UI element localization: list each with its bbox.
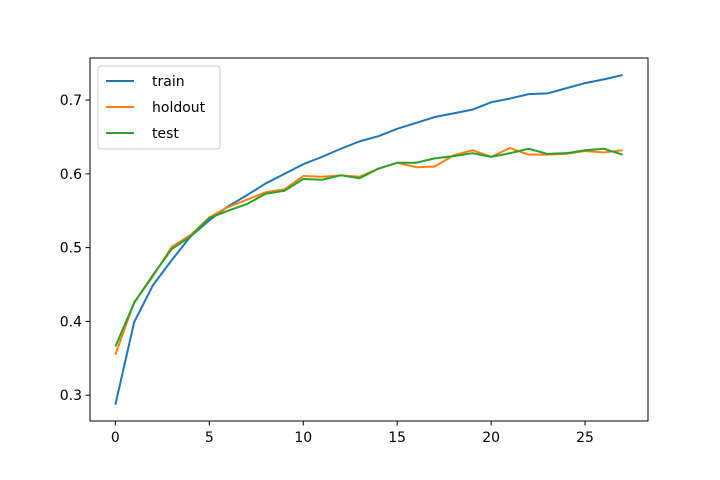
legend-label-train: train (152, 74, 185, 90)
legend-box (97, 65, 221, 150)
x-axis: 0 5 10 15 20 25 (111, 421, 594, 446)
x-tick-label: 5 (205, 430, 214, 446)
y-tick-label: 0.4 (60, 314, 82, 330)
y-tick-label: 0.7 (60, 93, 82, 109)
x-tick-label: 20 (482, 430, 500, 446)
x-tick-label: 15 (388, 430, 406, 446)
series-line-test (114, 147, 623, 347)
plot-frame (89, 57, 649, 422)
y-tick-label: 0.3 (60, 388, 82, 404)
y-tick-label: 0.6 (60, 167, 82, 183)
legend: train holdout test (97, 65, 221, 150)
legend-label-holdout: holdout (152, 100, 206, 116)
y-tick-label: 0.5 (60, 241, 82, 257)
y-axis: 0.3 0.4 0.5 0.6 0.7 (60, 93, 90, 404)
series-layer (114, 73, 623, 405)
x-tick-label: 0 (111, 430, 120, 446)
legend-label-test: test (152, 126, 179, 142)
x-tick-label: 10 (294, 430, 312, 446)
x-tick-label: 25 (576, 430, 594, 446)
